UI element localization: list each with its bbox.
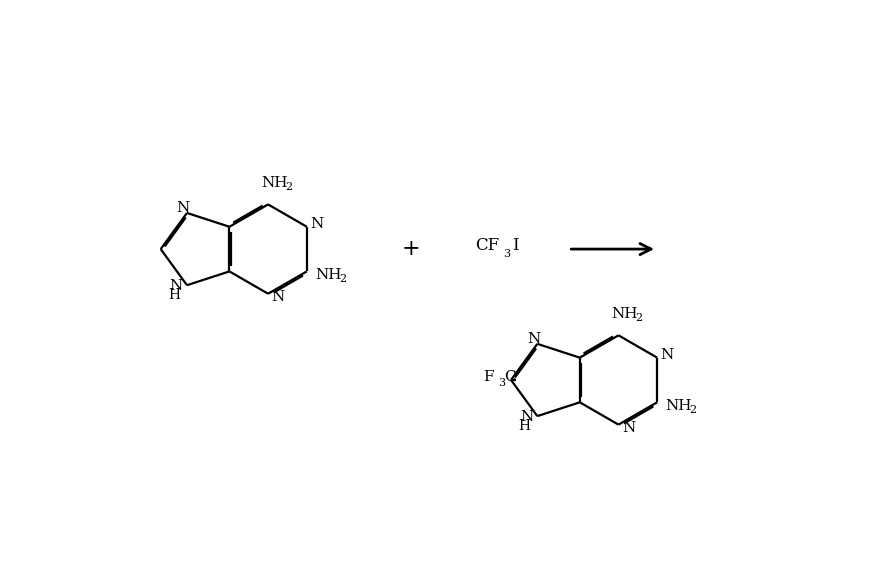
Text: NH: NH xyxy=(611,307,637,321)
Text: N: N xyxy=(176,201,190,215)
Text: NH: NH xyxy=(261,176,287,190)
Text: NH: NH xyxy=(315,268,342,282)
Text: 2: 2 xyxy=(284,182,291,192)
Text: N: N xyxy=(310,217,323,231)
Text: H: H xyxy=(518,419,529,433)
Text: CF: CF xyxy=(475,238,499,255)
Text: 2: 2 xyxy=(339,275,346,285)
Text: 3: 3 xyxy=(498,377,505,387)
Text: 2: 2 xyxy=(688,406,696,416)
Text: N: N xyxy=(271,290,284,304)
Text: N: N xyxy=(621,421,635,435)
Text: 3: 3 xyxy=(502,249,510,259)
Text: NH: NH xyxy=(665,399,691,413)
Text: N: N xyxy=(527,332,539,346)
Text: F: F xyxy=(482,370,493,384)
Text: N: N xyxy=(519,410,533,424)
Text: C: C xyxy=(503,370,515,384)
Text: 2: 2 xyxy=(635,313,642,323)
Text: I: I xyxy=(511,238,518,255)
Text: +: + xyxy=(401,238,419,260)
Text: N: N xyxy=(660,348,673,362)
Text: N: N xyxy=(169,279,182,293)
Text: H: H xyxy=(168,288,180,302)
